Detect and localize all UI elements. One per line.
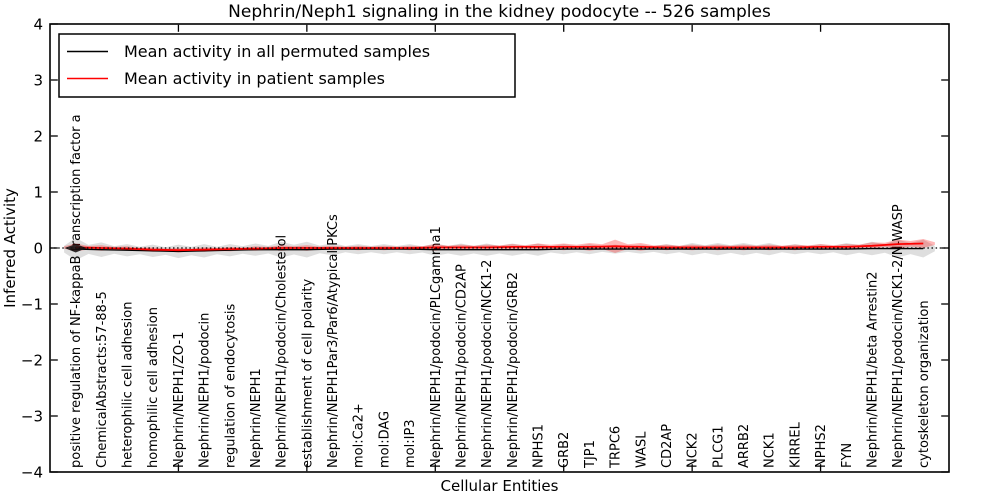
x-category-label: mol:DAG [377,411,392,468]
x-category-label: FYN [840,443,855,468]
y-tick-label: −2 [21,352,43,370]
x-category-label: Nephrin/NEPH1/podocin/Cholesterol [275,235,290,468]
x-category-label: Nephrin/NEPH1/podocin/PLCgamma1 [429,226,444,468]
y-tick-label: −3 [21,408,43,426]
plot-frame [49,23,950,473]
x-category-label: GRB2 [557,432,572,468]
x-category-label: Nephrin/NEPH1/podocin/NCK1-2/N-WASP [891,204,906,468]
x-category-labels: positive regulation of NF-kappaB transcr… [69,114,932,469]
x-category-label: NCK2 [686,432,701,468]
x-category-label: positive regulation of NF-kappaB transcr… [69,114,84,468]
x-category-label: KIRREL [788,421,803,468]
x-category-label: cytoskeleton organization [917,300,932,468]
x-category-label: Nephrin/NEPH1/ZO-1 [172,332,187,468]
x-category-label: ARRB2 [737,424,752,468]
x-category-label: Nephrin/NEPH1/podocin/NCK1-2 [480,260,495,468]
x-category-label: PLCG1 [711,425,726,468]
y-tick-label: 1 [33,184,43,202]
x-category-label: TJP1 [583,440,598,469]
x-category-label: CD2AP [660,424,675,468]
x-axis-label: Cellular Entities [441,477,559,495]
permuted-mean-line [75,247,924,253]
y-axis-label: Inferred Activity [1,188,19,308]
y-tick-label: 0 [33,240,43,258]
tick-marks [50,23,949,473]
x-category-label: NPHS1 [532,424,547,468]
legend: Mean activity in all permuted samples Me… [58,33,516,98]
legend-label-patient: Mean activity in patient samples [124,69,385,88]
x-category-label: Nephrin/NEPH1/podocin [198,313,213,468]
y-tick-label: −4 [21,464,43,482]
x-category-label: regulation of endocytosis [223,303,238,468]
y-tick-label: 2 [33,128,43,146]
patient-mean-line [75,242,924,252]
x-category-label: TRPC6 [609,426,624,469]
y-tick-label: 3 [33,72,43,90]
x-category-label: ChemicalAbstracts:57-88-5 [95,291,110,468]
y-tick-labels: 4 3 2 1 0 −1 −2 −3 −4 [21,16,43,482]
x-category-label: mol:Ca2+ [352,403,367,468]
legend-box [58,33,516,98]
x-category-label: homophilic cell adhesion [146,307,161,468]
x-category-label: Nephrin/NEPH1Par3/Par6/Atypical PKCs [326,214,341,468]
x-category-label: mol:IP3 [403,419,418,468]
x-category-label: NCK1 [763,432,778,468]
x-category-label: heterophilic cell adhesion [121,302,136,469]
first-entity-marker [64,244,87,253]
legend-label-permuted: Mean activity in all permuted samples [124,42,430,61]
x-category-label: establishment of cell polarity [300,279,315,468]
x-category-label: Nephrin/NEPH1 [249,368,264,468]
x-category-label: WASL [634,431,649,468]
y-tick-label: −1 [21,296,43,314]
x-category-label: NPHS2 [814,424,829,468]
y-tick-label: 4 [33,16,43,34]
x-category-label: Nephrin/NEPH1/podocin/CD2AP [455,264,470,468]
chart-title: Nephrin/Neph1 signaling in the kidney po… [228,2,771,22]
x-category-label: Nephrin/NEPH1/beta Arrestin2 [865,272,880,469]
activity-lines [50,242,949,253]
x-category-label: Nephrin/NEPH1/podocin/GRB2 [506,272,521,468]
